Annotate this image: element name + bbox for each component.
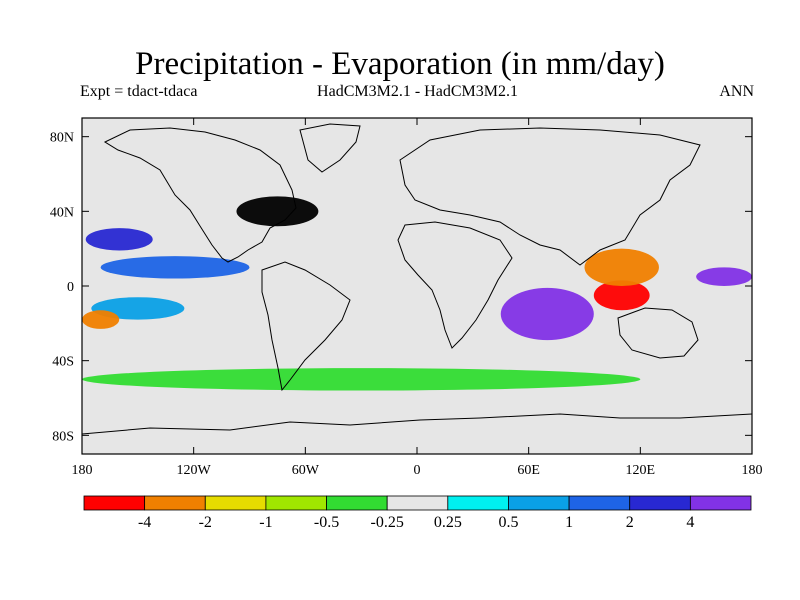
colorbar-swatch — [689, 495, 752, 511]
colorbar-label: 4 — [686, 514, 694, 531]
greenland-coastline — [299, 123, 361, 173]
colorbar-swatch — [83, 495, 146, 511]
colorbar-swatch — [204, 495, 267, 511]
eurasia-coastline — [399, 127, 701, 266]
coastlines — [82, 123, 752, 435]
colorbar-swatch — [508, 495, 570, 511]
x-tick-label: 180 — [742, 463, 763, 478]
field-region-east-pacific-blue — [696, 267, 752, 286]
map-ocean-background — [82, 118, 752, 454]
north-america-coastline — [103, 127, 297, 263]
x-tick-label: 60W — [292, 463, 320, 478]
y-tick-label: 0 — [67, 280, 74, 295]
colorbar-swatch — [447, 495, 509, 511]
x-tick-label: 0 — [414, 463, 421, 478]
field-region-tropical-pacific-band — [100, 256, 250, 279]
y-tick-label: 80S — [52, 429, 74, 444]
colorbar-label: -0.5 — [314, 514, 339, 531]
x-tick-label: 180 — [72, 463, 93, 478]
colorbar-label: -2 — [199, 514, 212, 531]
field-region-maritime-continent-red — [593, 280, 650, 311]
colorbar-label: 1 — [565, 514, 573, 531]
colorbar-label: -0.25 — [371, 514, 404, 531]
south-america-coastline — [261, 261, 351, 392]
colorbar-swatch — [629, 495, 691, 511]
field-region-north-atlantic-band — [236, 196, 319, 227]
antarctica-coastline — [82, 413, 752, 435]
model-comparison-label: HadCM3M2.1 - HadCM3M2.1 — [317, 83, 518, 100]
colorbar-swatch — [326, 495, 388, 511]
colorbar-swatch — [568, 495, 631, 511]
plot-title: Precipitation - Evaporation (in mm/day) — [135, 46, 665, 82]
colorbar-swatch — [386, 495, 449, 511]
colorbar-label: 2 — [626, 514, 634, 531]
y-tick-label: 80N — [50, 131, 74, 146]
colorbar-label: -1 — [259, 514, 272, 531]
map-axes: 80N 40N 0 40S 80S 180 120W 60W 0 60E 120E 180 — [50, 118, 763, 478]
colorbar-label: -4 — [138, 514, 151, 531]
australia-coastline — [617, 307, 699, 359]
field-region-south-east-pacific-orange — [82, 310, 120, 329]
africa-coastline — [397, 221, 513, 349]
season-label: ANN — [719, 83, 754, 100]
experiment-label: Expt = tdact-tdaca — [80, 83, 198, 100]
y-tick-label: 40S — [52, 355, 74, 370]
x-tick-label: 60E — [517, 463, 540, 478]
precip-minus-evap-field — [82, 196, 752, 391]
x-tick-label: 120E — [626, 463, 656, 478]
colorbar-label: 0.5 — [498, 514, 518, 531]
field-region-west-pacific-orange — [584, 248, 659, 286]
field-region-north-pacific-blue — [85, 228, 153, 251]
field-region-southern-ocean-green — [82, 368, 641, 391]
colorbar-label: 0.25 — [434, 514, 462, 531]
colorbar-swatch — [144, 495, 206, 511]
field-region-indian-ocean-blue — [500, 287, 594, 341]
colorbar: -4 -2 -1 -0.5 -0.25 0.25 0.5 1 2 4 — [83, 495, 752, 531]
colorbar-swatch — [265, 495, 327, 511]
x-tick-label: 120W — [177, 463, 212, 478]
y-tick-label: 40N — [50, 205, 74, 220]
